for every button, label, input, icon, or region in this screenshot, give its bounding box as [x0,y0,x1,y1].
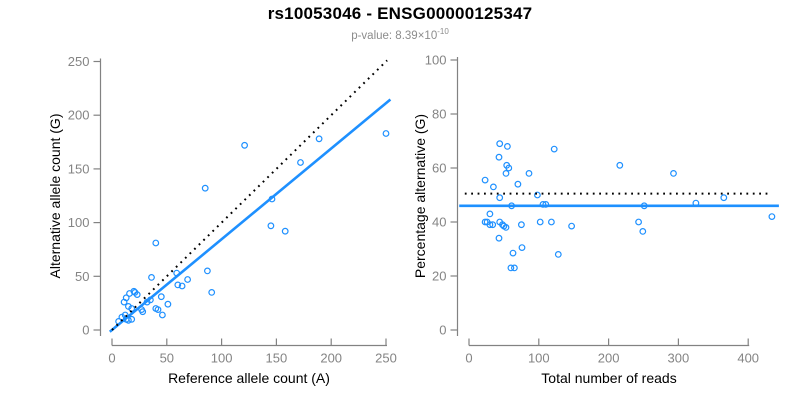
data-point [507,264,515,272]
plot-title: rs10053046 - ENSG00000125347 [267,4,533,23]
right-y-axis-title: Percentage alternative (G) [412,113,428,279]
data-point [502,223,510,231]
left-scatter-panel: 0 50 100 150 200 250 0 50 100 150 200 250 [68,54,397,366]
data-point [486,210,494,218]
pvalue-times-ten: ×10 [417,29,438,42]
data-point [315,135,323,143]
left-x-axis-title: Reference allele count (A) [168,370,330,386]
data-point [489,221,497,229]
data-point [128,315,136,323]
data-point [148,274,155,281]
y-tick-label: 150 [68,161,90,176]
data-point [550,145,558,153]
data-point [518,244,526,252]
data-point [122,294,130,302]
y-tick-label: 20 [432,269,446,284]
data-point [267,222,275,230]
x-tick-label: 200 [598,351,620,366]
data-point [670,169,677,177]
x-tick-label: 100 [211,351,233,366]
x-tick-label: 300 [668,351,690,366]
data-point [152,239,160,247]
y-tick-label: 0 [439,323,446,338]
y-tick-label: 100 [425,53,447,68]
data-point [518,221,525,229]
data-point [297,159,304,166]
data-point [281,227,289,235]
x-tick-label: 0 [465,351,472,366]
data-point [382,130,390,137]
identity-dotted-line [111,59,388,331]
data-point [174,281,182,289]
data-point [616,161,624,169]
data-point [164,300,172,308]
data-point [502,169,510,177]
pvalue-exponent: -10 [437,27,449,36]
data-point [184,276,192,283]
y-tick-label: 200 [68,108,90,123]
data-point [203,267,211,275]
plot-header: rs10053046 - ENSG00000125347 p-value: 8.… [0,4,800,42]
data-point [511,264,518,272]
x-tick-label: 250 [375,351,397,366]
y-tick-label: 250 [68,54,90,69]
plot-subtitle: p-value: 8.39×10-10 [0,27,800,42]
data-point [635,218,642,226]
x-tick-label: 150 [266,351,288,366]
data-point [505,164,513,172]
y-tick-label: 0 [82,323,89,338]
right-scatter-panel: 0 20 40 60 80 100 0 100 200 300 400 [425,53,779,366]
right-x-axis-title: Total number of reads [541,370,677,386]
data-point [178,282,186,290]
data-point [534,191,541,199]
data-point [158,311,166,319]
data-point [525,169,533,177]
data-point [639,227,647,235]
data-point [539,200,547,208]
data-point [495,234,503,242]
left-y-axis-title: Alternative allele count (G) [47,113,63,279]
data-point [486,221,494,229]
y-tick-label: 100 [68,215,90,230]
data-point [208,289,216,296]
data-point [548,218,555,226]
fit-line [108,98,392,333]
y-tick-label: 50 [75,269,89,284]
data-point [154,306,162,314]
data-point [554,250,562,258]
x-tick-label: 50 [160,351,174,366]
data-point [139,308,147,316]
data-point [514,180,522,188]
x-tick-label: 0 [108,351,115,366]
data-point [768,213,776,221]
data-point [241,141,249,149]
data-point [536,218,544,226]
x-tick-label: 400 [737,351,759,366]
data-point [157,293,165,301]
x-tick-label: 200 [320,351,342,366]
y-tick-label: 40 [432,215,446,230]
data-point [509,249,517,257]
data-point [490,183,497,191]
data-point [504,142,511,150]
x-tick-label: 100 [528,351,550,366]
y-tick-label: 80 [432,107,446,122]
y-tick-label: 60 [432,161,446,176]
data-point [133,291,141,299]
data-point [496,140,504,148]
data-point [201,184,209,192]
data-point [568,222,575,230]
pvalue-text: p-value: 8.39 [351,29,418,42]
data-point [542,200,550,208]
data-point [481,176,489,184]
data-point [496,194,504,202]
data-point [720,194,728,202]
data-point [495,153,503,161]
